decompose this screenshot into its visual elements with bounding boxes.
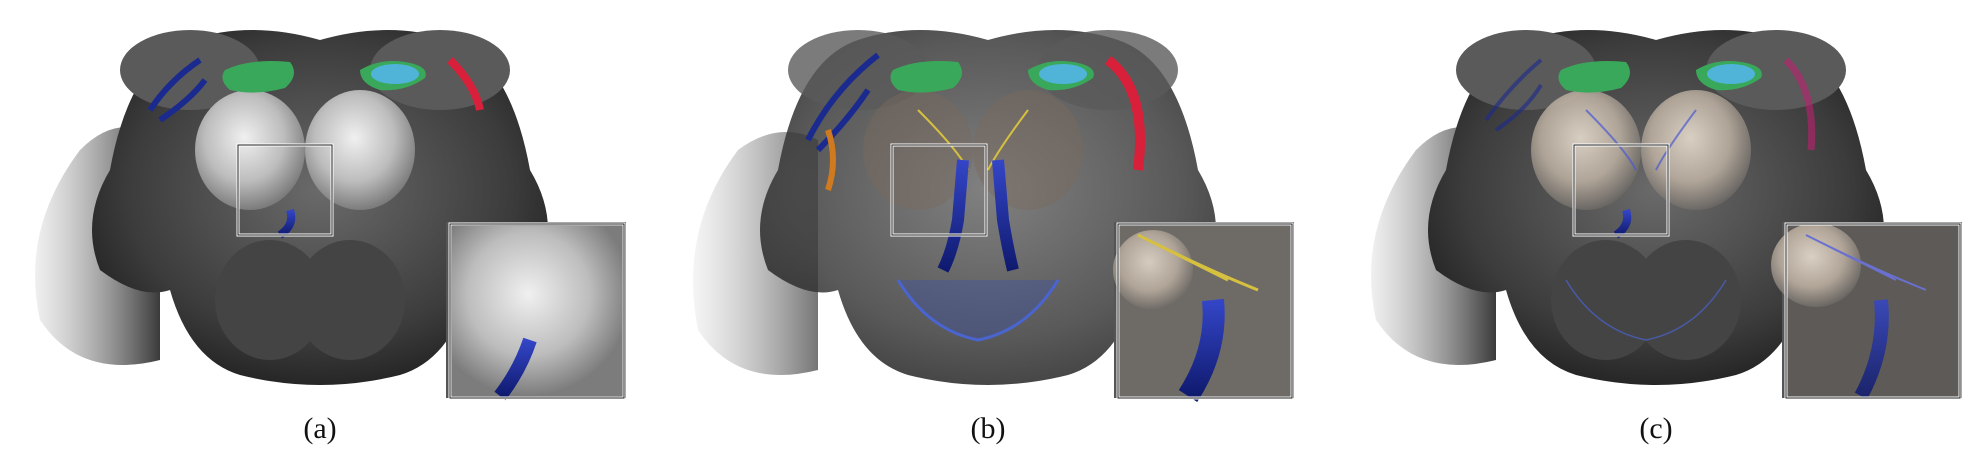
blue-neuron-arbor (1484, 58, 1543, 132)
inset-yellow-fibers (1137, 233, 1259, 292)
antennal-lobe-right (305, 90, 415, 210)
blue-neuron-arbor (147, 57, 208, 123)
zoom-region-box-outline (1573, 144, 1669, 236)
lower-lobe-left (1551, 240, 1661, 360)
green-structure (890, 61, 962, 93)
top-right-lobe (1038, 30, 1178, 110)
green-structure (222, 61, 294, 93)
brain-shell (760, 30, 1216, 385)
blue-tract (1613, 208, 1632, 239)
panel-a: (a) (0, 0, 640, 456)
zoom-region-box-outline (237, 144, 333, 236)
blue-tract-left (937, 159, 969, 273)
inset-blue-fibers (1805, 234, 1927, 291)
inset-tan-lobe (1113, 230, 1193, 310)
brain-render-b (693, 30, 1294, 403)
panel-c: (c) (1336, 0, 1976, 456)
red-neuron-arbor (447, 57, 484, 111)
cyan-structure (1039, 64, 1087, 84)
top-right-lobe (1706, 30, 1846, 110)
inset-blue-tract (494, 337, 537, 401)
lower-lobe-right (1631, 240, 1741, 360)
brain-render-a (35, 30, 626, 401)
cyan-structure (371, 64, 419, 84)
orange-neuron-arbor (825, 129, 836, 191)
blue-tract (277, 208, 296, 239)
blue-neuron-arbor (805, 52, 880, 153)
magenta-neuron-arbor (1783, 57, 1816, 151)
blue-lower-outline (1565, 279, 1727, 341)
zoom-region-box-outline (891, 144, 987, 236)
antennal-lobe-right (973, 90, 1083, 210)
brain-render-c (1371, 30, 1962, 400)
panel-b: (b) (668, 0, 1308, 456)
lower-lobe-left (215, 240, 325, 360)
inset-blue-tract (1854, 299, 1889, 400)
antennal-lobe-left (195, 90, 305, 210)
blue-tract-right (992, 159, 1019, 272)
green-structure (1558, 61, 1630, 93)
inset-frame-outline (449, 223, 625, 399)
inset-blue-tract (1178, 298, 1225, 403)
caption-b: (b) (970, 412, 1006, 445)
lower-lobe-right (295, 240, 405, 360)
caption-a: (a) (303, 412, 337, 445)
antennal-lobe-right (1641, 90, 1751, 210)
blue-lower-arbor (896, 279, 1060, 342)
inset-zoom (452, 226, 622, 396)
red-neuron-arbor (1104, 56, 1145, 171)
caption-c: (c) (1639, 412, 1673, 445)
inset-frame-outline (1785, 223, 1961, 399)
cyan-structure (1707, 64, 1755, 84)
antennal-lobe-left (1531, 90, 1641, 210)
inset-frame-outline (1117, 223, 1293, 399)
inset-tan-lobe (1771, 223, 1861, 307)
top-left-lobe (1456, 30, 1596, 110)
